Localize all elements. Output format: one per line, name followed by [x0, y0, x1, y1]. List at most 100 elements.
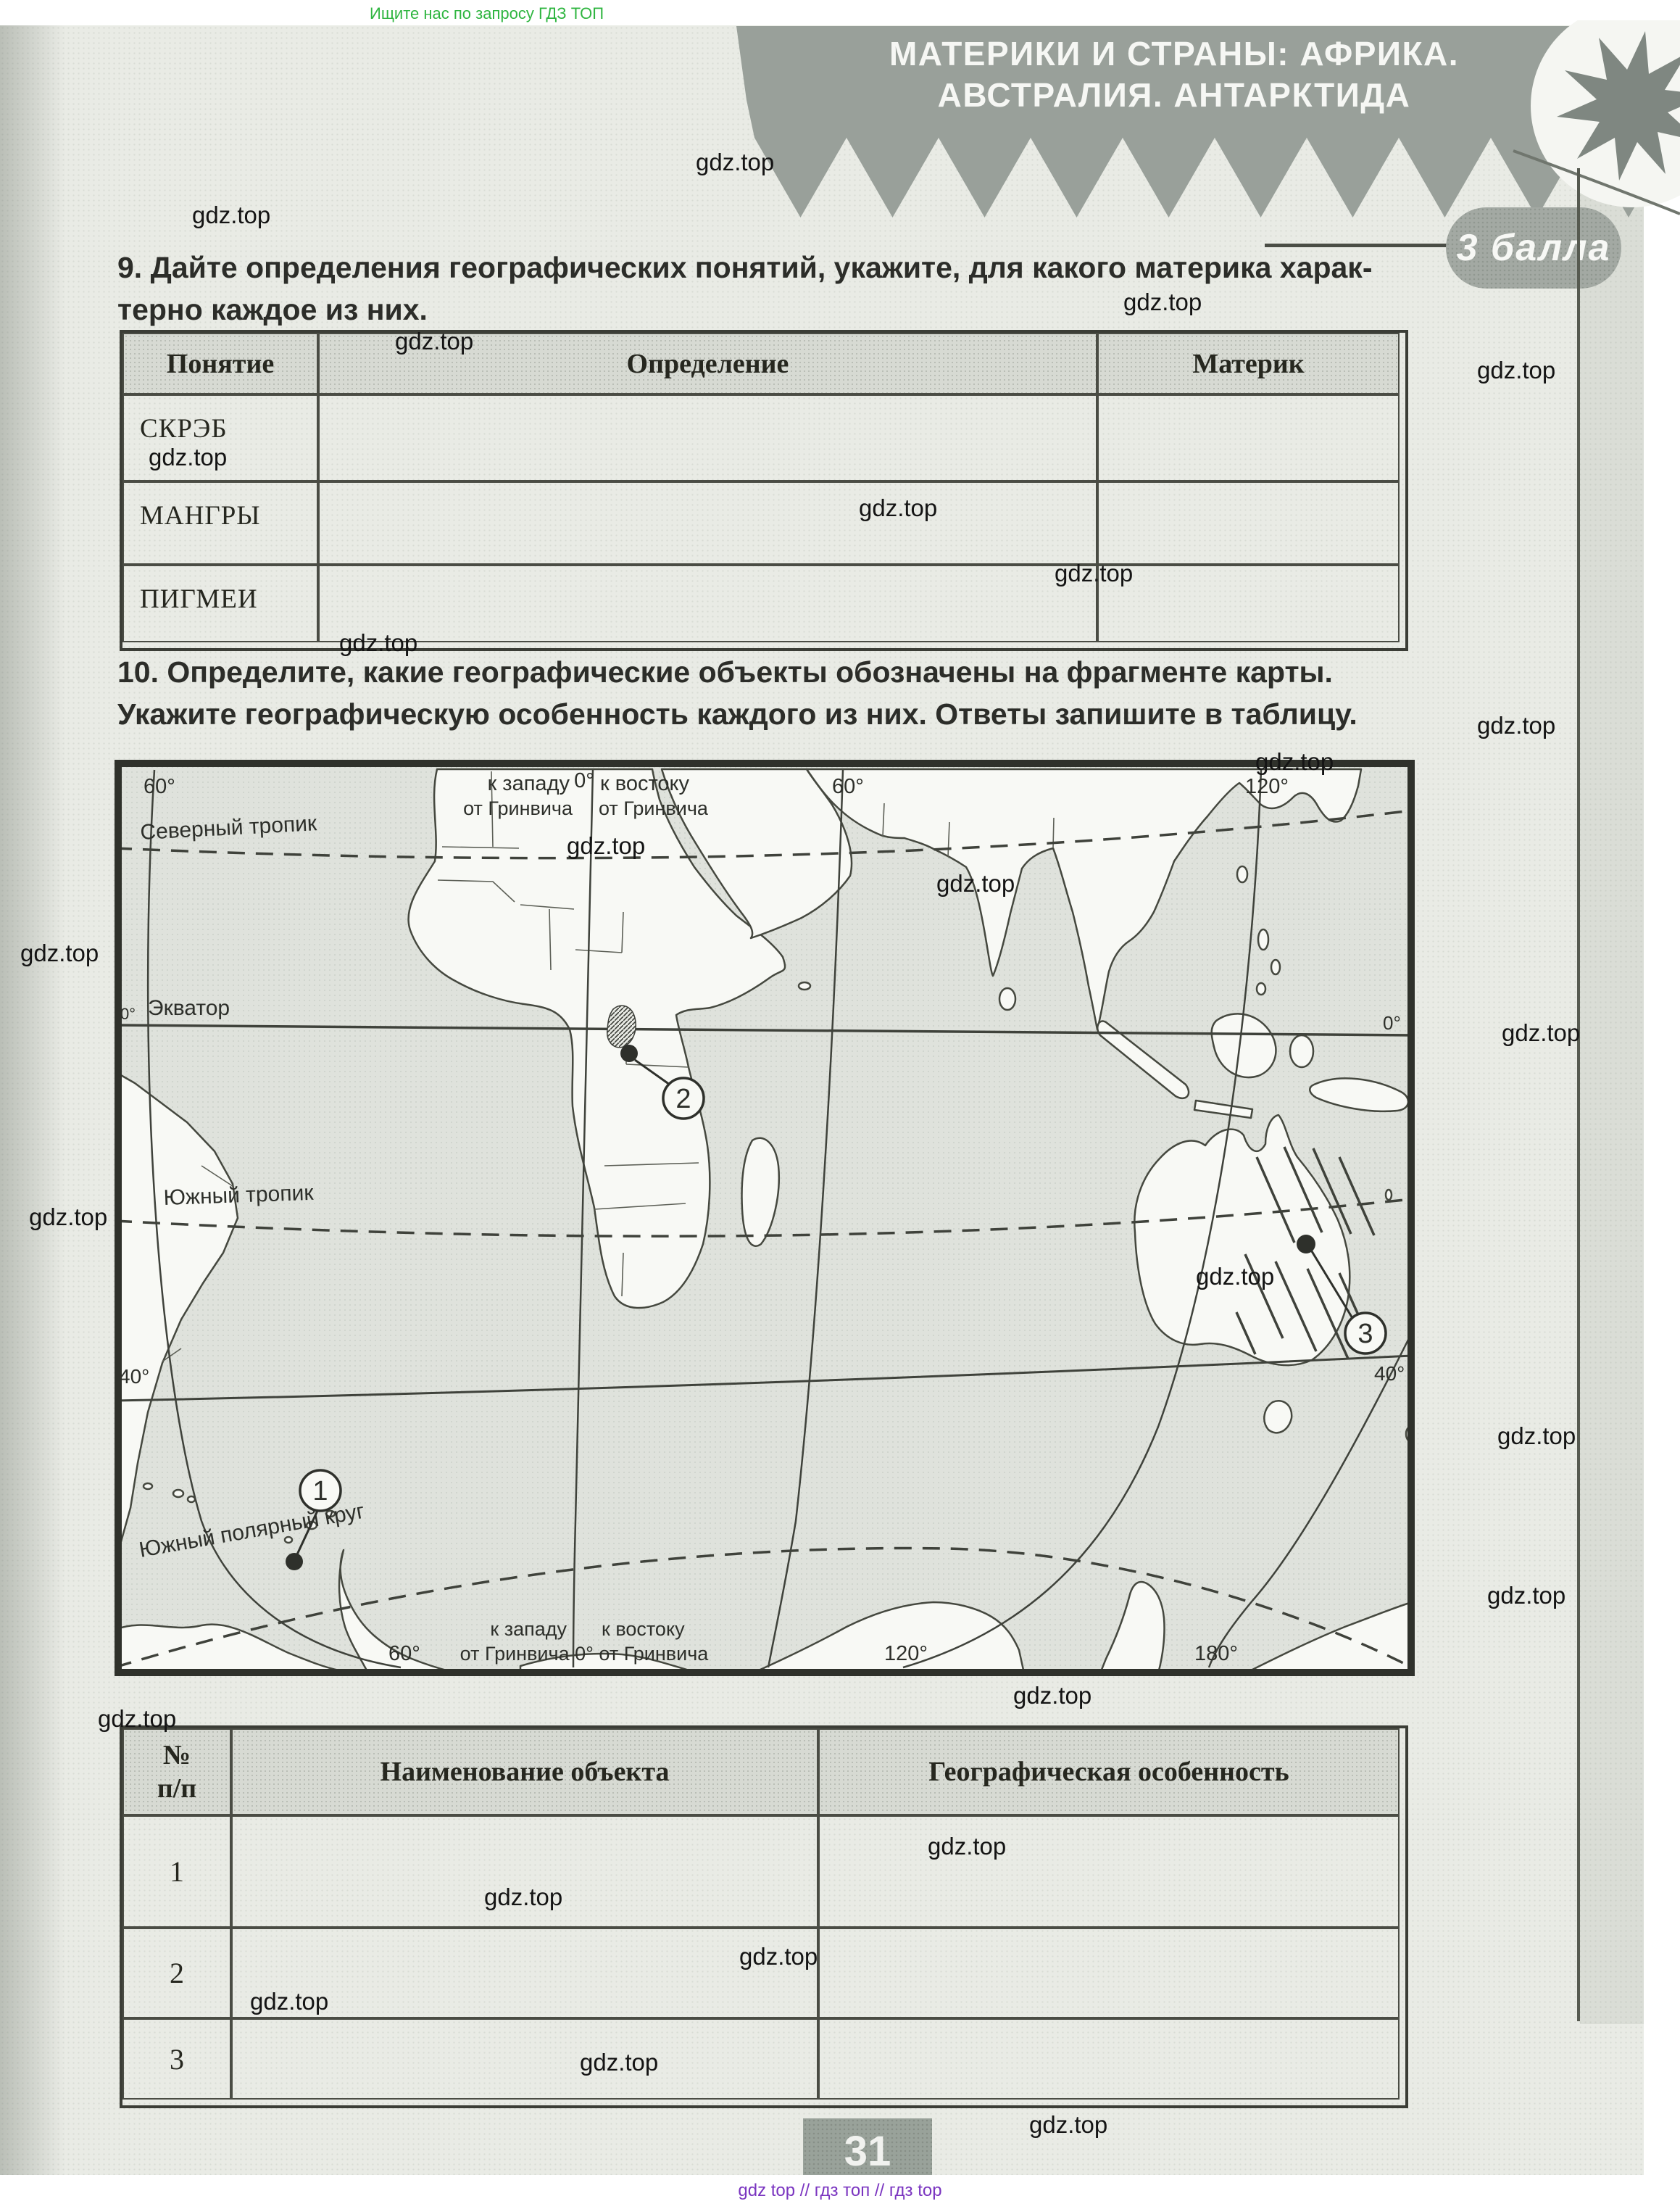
watermark-gdz: gdz.top	[739, 1943, 818, 1970]
antarctic-peninsula	[338, 1549, 464, 1675]
question-9-number: 9.	[117, 251, 143, 284]
objects-header-name: Наименование объекта	[231, 1728, 818, 1815]
watermark-gdz: gdz.top	[192, 202, 271, 228]
sulawesi	[1289, 1034, 1315, 1069]
label-120e-top: 120°	[1245, 775, 1289, 798]
philippines	[1257, 928, 1270, 951]
marker-2-dot	[620, 1045, 638, 1062]
antarctica-cape	[1099, 1580, 1165, 1675]
definition-cell-1	[318, 394, 1097, 481]
label-60e-top: 60°	[832, 775, 864, 798]
question-10-line1: 10. Определите, какие географические объ…	[117, 655, 1333, 689]
label-greenwich-left-top: от Гринвича	[463, 797, 573, 819]
label-0-left: 0°	[120, 1005, 136, 1023]
label-120-bottom: 120°	[884, 1642, 928, 1665]
marker-3-dot	[1297, 1235, 1315, 1253]
chapter-banner-graphic	[736, 20, 1680, 217]
watermark-gdz: gdz.top	[696, 149, 775, 175]
objects-header-feature: Географическая особенность	[818, 1728, 1400, 1815]
graticule	[115, 769, 1415, 1669]
definition-cell-2	[318, 481, 1097, 565]
label-180-bottom: 180°	[1194, 1642, 1238, 1665]
watermark-gdz: gdz.top	[1477, 357, 1556, 384]
watermark-gdz: gdz.top	[484, 1883, 563, 1910]
footer-watermark: gdz top // гдз топ // гдз top	[738, 2181, 942, 2200]
concept-row-scrub: СКРЭБ	[122, 394, 318, 481]
watermark-gdz: gdz.top	[1477, 712, 1556, 739]
objects-row-1-name	[231, 1815, 818, 1928]
watermark-gdz: gdz.top	[1487, 1582, 1566, 1609]
seo-watermark-top: Ищите нас по запросу ГДЗ ТОП	[370, 4, 604, 22]
label-equator: Экватор	[148, 996, 230, 1020]
decorative-arc	[1513, 149, 1680, 215]
question-10-number: 10.	[117, 655, 159, 689]
meridian-0	[572, 769, 594, 1668]
label-to-east-bottom: к востоку	[602, 1618, 685, 1640]
definition-cell-3	[318, 565, 1097, 642]
falkland-islands	[172, 1488, 185, 1499]
objects-row-1-feature	[818, 1815, 1400, 1928]
objects-row-3-name	[231, 2018, 818, 2100]
watermark-gdz: gdz.top	[98, 1705, 177, 1732]
meridian-60w	[146, 769, 402, 1669]
concept-row-mangry: МАНГРЫ	[122, 481, 318, 565]
continent-cell-3	[1097, 565, 1400, 642]
badge-connector-line	[1265, 244, 1447, 247]
marker-1-dot	[286, 1553, 303, 1570]
objects-row-2-num: 2	[122, 1928, 231, 2018]
watermark-gdz: gdz.top	[936, 870, 1015, 897]
south-america	[115, 1070, 239, 1553]
meridian-120e	[902, 769, 1263, 1669]
watermark-gdz: gdz.top	[1055, 560, 1134, 587]
label-south-tropic: Южный тропик	[163, 1181, 315, 1210]
watermark-gdz: gdz.top	[1013, 1682, 1092, 1709]
label-60-bottom: 60°	[388, 1642, 420, 1665]
label-to-east-top: к востоку	[600, 772, 690, 795]
objects-row-2-feature	[818, 1928, 1400, 2018]
label-zero-top: 0°	[574, 769, 594, 792]
marker-3-circle	[1344, 1311, 1387, 1355]
australia-hatching	[1235, 1146, 1376, 1359]
map-landmasses	[115, 768, 1415, 1675]
watermark-gdz: gdz.top	[1497, 1422, 1576, 1449]
label-greenwich-right-top: от Гринвича	[599, 797, 709, 819]
label-60w-top: 60°	[144, 775, 175, 798]
right-margin-shade	[1580, 168, 1644, 2024]
australia	[1134, 1114, 1351, 1367]
banner-shape	[736, 26, 1680, 217]
south-tropic-line	[115, 1198, 1413, 1238]
lake-victoria	[607, 1005, 636, 1048]
meridian-180	[1207, 1332, 1413, 1668]
sri-lanka	[998, 987, 1017, 1011]
watermark-gdz: gdz.top	[339, 629, 418, 656]
question-9-line1: 9. Дайте определения географических поня…	[117, 251, 1373, 284]
watermark-gdz: gdz.top	[1255, 748, 1334, 775]
meridian-60e	[767, 769, 844, 1668]
arabia	[660, 768, 853, 940]
page-number: 31	[844, 2128, 891, 2175]
tasmania	[1263, 1400, 1293, 1434]
objects-table: № п/п Наименование объекта Географическа…	[120, 1725, 1408, 2108]
watermark-gdz: gdz.top	[580, 2049, 659, 2076]
watermark-gdz: gdz.top	[567, 832, 646, 859]
score-badge: 3 балла	[1446, 207, 1621, 289]
objects-row-1-num: 1	[122, 1815, 231, 1928]
concepts-header-continent: Материк	[1097, 333, 1400, 394]
objects-row-3-num: 3	[122, 2018, 231, 2100]
watermark-gdz: gdz.top	[395, 328, 474, 355]
watermark-gdz: gdz.top	[1123, 289, 1202, 315]
objects-header-num: № п/п	[122, 1728, 231, 1815]
taiwan	[1236, 865, 1249, 884]
map-border	[115, 760, 1415, 1676]
country-borders	[162, 771, 1055, 1362]
continent-cell-2	[1097, 481, 1400, 565]
objects-row-2-name	[231, 1928, 818, 2018]
star-icon	[1557, 31, 1680, 181]
parallel-40s	[115, 1354, 1413, 1402]
new-guinea	[1309, 1077, 1410, 1113]
north-tropic-line	[115, 809, 1413, 860]
watermark-gdz: gdz.top	[1029, 2111, 1108, 2138]
marker-1-label: 1	[312, 1476, 328, 1506]
continent-cell-1	[1097, 394, 1400, 481]
watermark-gdz: gdz.top	[1196, 1263, 1275, 1290]
